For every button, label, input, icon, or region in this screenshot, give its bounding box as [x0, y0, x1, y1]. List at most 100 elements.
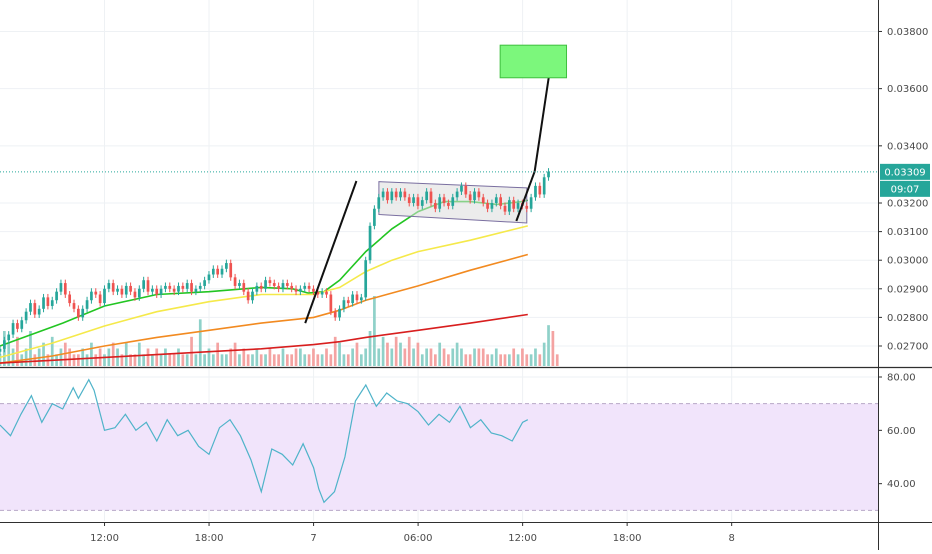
candle-body: [285, 283, 289, 286]
volume-bar: [381, 336, 385, 366]
candle-body: [394, 191, 398, 198]
rsi-band: [0, 403, 878, 511]
candle-body: [116, 288, 119, 292]
volume-bar: [316, 354, 320, 366]
candle-body: [68, 294, 72, 304]
countdown-tag: [880, 180, 930, 197]
volume-bar: [377, 348, 381, 366]
candle-body: [242, 283, 246, 292]
volume-bar: [420, 354, 424, 366]
candle-body: [320, 291, 324, 295]
time-tick-label: 18:00: [613, 533, 642, 544]
candle-body: [407, 197, 411, 204]
candle-body: [329, 294, 333, 312]
price-tick-label: 0.03800: [887, 27, 928, 38]
price-tick-label: 0.03600: [887, 84, 928, 95]
volume-bar: [0, 354, 2, 366]
candle-body: [155, 288, 159, 295]
candle-body: [460, 185, 463, 192]
price-tick-label: 0.03200: [887, 199, 928, 210]
candle-body: [146, 280, 150, 292]
volume-bar: [50, 336, 54, 366]
candle-body: [325, 291, 328, 295]
candle-body: [46, 297, 50, 306]
candle-body: [81, 308, 85, 318]
candle-body: [538, 185, 542, 195]
volume-bar: [325, 348, 328, 366]
candle-body: [159, 288, 163, 295]
volume-bar: [538, 354, 542, 366]
candle-body: [229, 263, 233, 278]
volume-bar: [242, 348, 246, 366]
volume-bar: [338, 342, 341, 366]
volume-bar: [268, 348, 272, 366]
volume-bar: [490, 354, 494, 366]
volume-bar: [246, 354, 250, 366]
volume-bar: [211, 354, 215, 366]
candle-body: [390, 191, 394, 201]
candle-body: [63, 283, 67, 295]
target-box: [499, 44, 568, 79]
volume-bar: [373, 296, 376, 366]
volume-bar: [390, 348, 394, 366]
candle-body: [181, 285, 185, 289]
candle-body: [529, 197, 533, 209]
volume-bar: [285, 354, 289, 366]
candle-body: [55, 291, 58, 301]
candle-body: [164, 285, 167, 289]
candle-body: [137, 288, 141, 298]
volume-bar: [468, 354, 472, 366]
candle-body: [547, 171, 550, 178]
candle-body: [124, 285, 128, 295]
volume-bar: [190, 336, 193, 366]
moving-average-line: [0, 225, 528, 359]
volume-bar: [512, 348, 516, 366]
candle-body: [24, 311, 28, 321]
candle-body: [16, 323, 19, 329]
candle-body: [416, 197, 420, 206]
candle-body: [120, 288, 124, 295]
time-tick-label: 06:00: [404, 533, 433, 544]
volume-bar: [103, 354, 106, 366]
volume-bar: [534, 348, 537, 366]
volume-bar: [168, 354, 172, 366]
candle-body: [272, 283, 276, 286]
volume-bar: [364, 348, 368, 366]
moving-average-line: [0, 253, 529, 364]
time-tick-label: 8: [728, 533, 734, 544]
candle-body: [133, 291, 137, 298]
price-tick-label: 0.03000: [887, 256, 928, 267]
candle-body: [59, 283, 63, 292]
moving-average-line: [0, 313, 528, 364]
volume-bar: [499, 354, 502, 366]
candle-body: [433, 203, 437, 209]
candle-body: [246, 291, 250, 301]
flagpole-line: [533, 70, 551, 172]
candle-body: [185, 283, 189, 289]
candle-body: [542, 177, 546, 195]
volume-bar: [329, 354, 333, 366]
price-tick-label: 0.02700: [887, 341, 928, 352]
volume-bar: [124, 342, 128, 366]
candle-body: [494, 197, 498, 204]
volume-bar: [547, 325, 550, 366]
price-tick-label: 0.02800: [887, 313, 928, 324]
candle-body: [233, 277, 237, 286]
volume-bar: [81, 348, 85, 366]
candle-body: [198, 285, 202, 289]
volume-bar: [425, 348, 428, 366]
candle-body: [412, 197, 415, 204]
volume-bar: [394, 336, 398, 366]
volume-bar: [525, 354, 529, 366]
candle-body: [499, 197, 502, 206]
candle-body: [50, 300, 54, 306]
candle-body: [255, 285, 259, 292]
candle-body: [72, 303, 76, 309]
candle-body: [429, 191, 433, 204]
candle-body: [277, 285, 280, 289]
volume-bar: [529, 354, 533, 366]
volume-bar: [251, 354, 254, 366]
candle-body: [207, 274, 211, 281]
volume-bar: [342, 354, 346, 366]
candle-body: [299, 288, 302, 292]
